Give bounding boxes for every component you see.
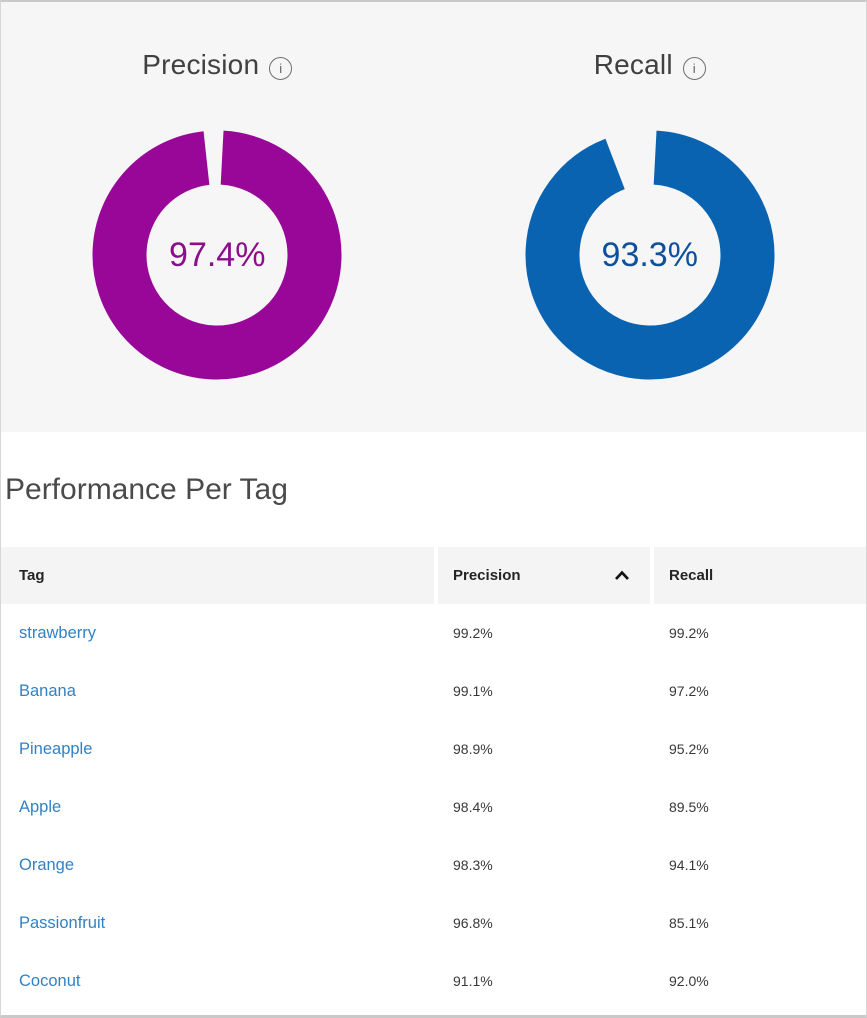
table-header: Tag Precision Recall: [1, 547, 866, 604]
precision-value: 99.1%: [453, 683, 493, 699]
column-header-tag[interactable]: Tag: [1, 547, 434, 604]
recall-cell: 97.2%: [654, 662, 866, 720]
caret-up-icon: [614, 570, 630, 581]
table-body: strawberry 99.2% 99.2% Banana 99.1% 97.2…: [1, 604, 866, 1010]
recall-chart-title: Recall: [593, 49, 673, 80]
recall-value: 89.5%: [669, 799, 709, 815]
precision-value: 91.1%: [453, 973, 493, 989]
tag-cell: Passionfruit: [1, 894, 434, 952]
tag-link[interactable]: Orange: [19, 855, 75, 874]
tag-cell: Pineapple: [1, 720, 434, 778]
tag-link[interactable]: Pineapple: [19, 739, 93, 758]
recall-title-row: Recall i: [594, 46, 706, 84]
table-row: Pineapple 98.9% 95.2%: [1, 720, 866, 778]
performance-section: Performance Per Tag Tag Precision Recall: [1, 470, 866, 1010]
info-icon-glyph: i: [279, 61, 283, 76]
recall-value: 85.1%: [669, 915, 709, 931]
table-row: Passionfruit 96.8% 85.1%: [1, 894, 866, 952]
precision-cell: 99.2%: [438, 604, 650, 662]
precision-cell: 96.8%: [438, 894, 650, 952]
precision-chart: Precision i 97.4%: [1, 2, 434, 432]
precision-cell: 99.1%: [438, 662, 650, 720]
tag-cell: Banana: [1, 662, 434, 720]
tag-link[interactable]: strawberry: [19, 623, 97, 642]
tag-link[interactable]: Coconut: [19, 971, 81, 990]
tag-cell: Coconut: [1, 952, 434, 1010]
column-header-recall[interactable]: Recall: [654, 547, 866, 604]
precision-value: 98.9%: [453, 741, 493, 757]
precision-donut: 97.4%: [92, 130, 342, 380]
precision-cell: 91.1%: [438, 952, 650, 1010]
recall-donut: 93.3%: [525, 130, 775, 380]
recall-donut-value: 93.3%: [601, 235, 698, 274]
recall-value: 92.0%: [669, 973, 709, 989]
precision-title-row: Precision i: [142, 46, 293, 84]
recall-donut-ring: [525, 130, 775, 380]
recall-value: 97.2%: [669, 683, 709, 699]
table-row: Orange 98.3% 94.1%: [1, 836, 866, 894]
tag-cell: Apple: [1, 778, 434, 836]
recall-cell: 89.5%: [654, 778, 866, 836]
recall-value: 99.2%: [669, 625, 709, 641]
column-header-precision-label: Precision: [453, 567, 521, 584]
info-icon[interactable]: i: [682, 57, 706, 80]
column-header-tag-label: Tag: [19, 567, 45, 584]
recall-cell: 95.2%: [654, 720, 866, 778]
tag-link[interactable]: Passionfruit: [19, 913, 106, 932]
precision-value: 98.4%: [453, 799, 493, 815]
precision-cell: 98.3%: [438, 836, 650, 894]
recall-cell: 85.1%: [654, 894, 866, 952]
charts-section: Precision i 97.4% Recall i: [1, 2, 866, 432]
tag-cell: strawberry: [1, 604, 434, 662]
recall-value: 94.1%: [669, 857, 709, 873]
precision-cell: 98.4%: [438, 778, 650, 836]
recall-cell: 99.2%: [654, 604, 866, 662]
info-icon-glyph: i: [692, 61, 696, 76]
column-header-recall-label: Recall: [669, 567, 714, 584]
precision-value: 96.8%: [453, 915, 493, 931]
precision-donut-ring: [92, 130, 342, 380]
section-title: Performance Per Tag: [5, 473, 288, 506]
tag-cell: Orange: [1, 836, 434, 894]
table-row: Apple 98.4% 89.5%: [1, 778, 866, 836]
precision-value: 98.3%: [453, 857, 493, 873]
precision-cell: 98.9%: [438, 720, 650, 778]
table-row: Coconut 91.1% 92.0%: [1, 952, 866, 1010]
recall-cell: 94.1%: [654, 836, 866, 894]
precision-donut-value: 97.4%: [169, 235, 266, 274]
performance-table: Tag Precision Recall strawberry: [1, 547, 866, 1010]
tag-link[interactable]: Apple: [19, 797, 62, 816]
recall-value: 95.2%: [669, 741, 709, 757]
info-icon[interactable]: i: [269, 57, 293, 80]
precision-chart-title: Precision: [142, 49, 260, 80]
recall-chart: Recall i 93.3%: [434, 2, 867, 432]
table-row: Banana 99.1% 97.2%: [1, 662, 866, 720]
recall-cell: 92.0%: [654, 952, 866, 1010]
precision-value: 99.2%: [453, 625, 493, 641]
tag-link[interactable]: Banana: [19, 681, 76, 700]
column-header-precision[interactable]: Precision: [438, 547, 650, 604]
table-row: strawberry 99.2% 99.2%: [1, 604, 866, 662]
